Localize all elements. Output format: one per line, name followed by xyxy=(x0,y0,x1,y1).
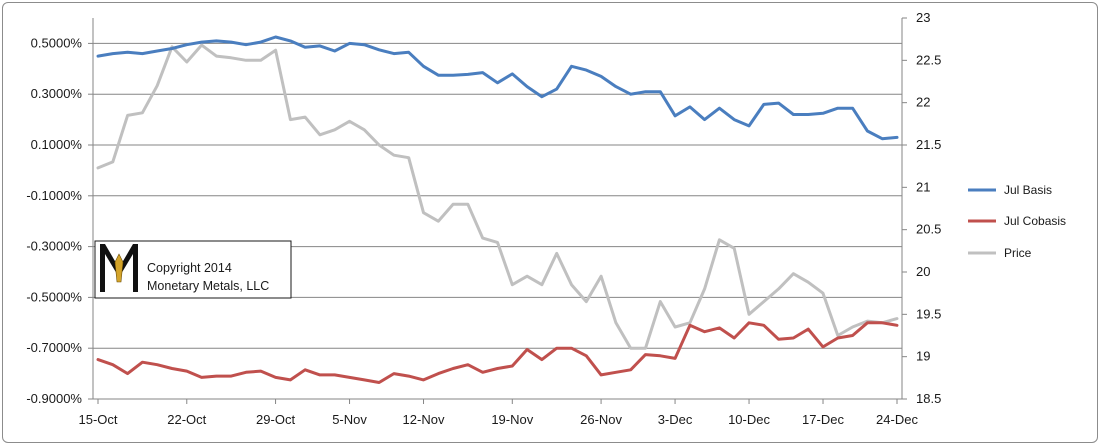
copyright-box: Copyright 2014 Monetary Metals, LLC xyxy=(94,240,292,299)
y-left-tick-label: -0.9000% xyxy=(26,391,82,406)
x-tick-label: 10-Dec xyxy=(728,412,770,427)
x-tick-label: 15-Oct xyxy=(78,412,117,427)
y-right-tick-label: 22 xyxy=(916,95,930,110)
x-tick-label: 22-Oct xyxy=(167,412,206,427)
y-right-tick-label: 20 xyxy=(916,264,930,279)
series-line-jul-cobasis xyxy=(96,321,899,384)
series-line-price xyxy=(96,43,899,350)
y-right-tick-label: 18.5 xyxy=(916,391,941,406)
x-tick-label: 3-Dec xyxy=(658,412,693,427)
x-tick-label: 17-Dec xyxy=(802,412,844,427)
y-left-tick-label: -0.7000% xyxy=(26,340,82,355)
x-tick-label: 19-Nov xyxy=(491,412,533,427)
legend: Jul Basis Jul Cobasis Price xyxy=(968,183,1066,260)
series-line-jul-basis xyxy=(96,35,899,141)
x-tick-labels: 15-Oct 22-Oct 29-Oct 5-Nov 12-Nov 19-Nov 26-No… xyxy=(78,399,918,427)
x-tick-label: 5-Nov xyxy=(332,412,367,427)
copyright-line-2: Monetary Metals, LLC xyxy=(147,279,269,293)
y-left-tick-labels: 0.5000% 0.3000% 0.1000% -0.1000% -0.3000% -0.… xyxy=(26,35,93,406)
x-tick-label: 26-Nov xyxy=(580,412,622,427)
legend-label-price: Price xyxy=(1004,246,1032,260)
y-left-tick-label: -0.5000% xyxy=(26,289,82,304)
y-left-tick-label: 0.3000% xyxy=(31,86,83,101)
copyright-line-1: Copyright 2014 xyxy=(147,261,232,275)
x-tick-label: 29-Oct xyxy=(256,412,295,427)
y-left-tick-label: -0.1000% xyxy=(26,188,82,203)
y-right-tick-label: 19 xyxy=(916,349,930,364)
y-right-tick-labels: 23 22.5 22 21.5 21 20.5 20 19.5 19 18.5 xyxy=(902,10,941,406)
series-lines xyxy=(96,35,899,384)
x-tick-label: 24-Dec xyxy=(876,412,918,427)
y-right-tick-label: 20.5 xyxy=(916,222,941,237)
y-left-tick-label: -0.3000% xyxy=(26,239,82,254)
y-right-tick-label: 23 xyxy=(916,10,930,25)
y-right-tick-label: 19.5 xyxy=(916,306,941,321)
legend-label-jul-basis: Jul Basis xyxy=(1004,183,1052,197)
monetary-metals-logo-icon xyxy=(100,244,138,292)
y-right-tick-label: 22.5 xyxy=(916,52,941,67)
y-left-tick-label: 0.5000% xyxy=(31,35,83,50)
legend-label-jul-cobasis: Jul Cobasis xyxy=(1004,214,1066,228)
gridlines xyxy=(93,42,902,400)
copyright-border xyxy=(94,240,292,299)
x-tick-label: 12-Nov xyxy=(403,412,445,427)
y-right-tick-label: 21 xyxy=(916,179,930,194)
y-right-tick-label: 21.5 xyxy=(916,137,941,152)
y-left-tick-label: 0.1000% xyxy=(31,137,83,152)
